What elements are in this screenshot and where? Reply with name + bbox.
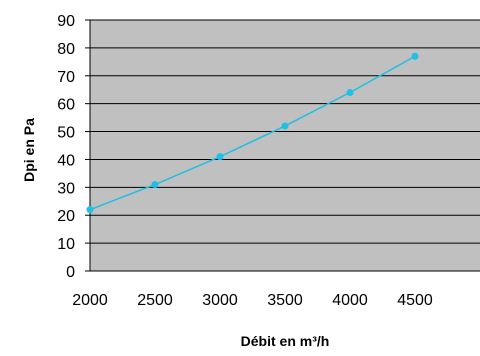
plot-area (90, 20, 480, 271)
series-group (86, 52, 419, 214)
x-tick-label: 2500 (137, 292, 173, 309)
series-line (89, 55, 416, 211)
y-axis-label: Dpi en Pa (21, 118, 37, 182)
data-point (216, 153, 224, 161)
y-tick-label: 30 (57, 180, 75, 197)
data-point (281, 122, 289, 130)
x-axis-ticks: 2000 2500 3000 3500 4000 4500 (72, 292, 433, 309)
data-point (411, 52, 419, 60)
data-point (86, 206, 94, 214)
x-tick-label: 2000 (72, 292, 108, 309)
y-tick-label: 80 (57, 41, 75, 58)
y-axis-ticks: 0 10 20 30 40 50 60 70 80 90 (57, 13, 90, 281)
x-tick-label: 3000 (202, 292, 238, 309)
y-tick-label: 50 (57, 125, 75, 142)
y-tick-label: 20 (57, 208, 75, 225)
y-tick-label: 60 (57, 97, 75, 114)
y-tick-label: 90 (57, 13, 75, 30)
x-tick-label: 4000 (332, 292, 368, 309)
x-tick-label: 3500 (267, 292, 303, 309)
y-tick-label: 10 (57, 236, 75, 253)
y-tick-label: 0 (66, 264, 75, 281)
y-tick-label: 70 (57, 69, 75, 86)
y-tick-label: 40 (57, 152, 75, 169)
data-point (151, 181, 159, 189)
x-axis-label: Débit en m³/h (241, 333, 330, 349)
x-tick-label: 4500 (397, 292, 433, 309)
data-point (346, 89, 354, 97)
